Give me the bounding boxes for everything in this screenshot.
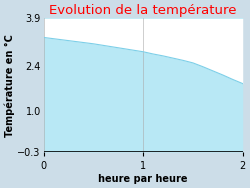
Y-axis label: Température en °C: Température en °C [4, 34, 15, 137]
X-axis label: heure par heure: heure par heure [98, 174, 188, 184]
Title: Evolution de la température: Evolution de la température [50, 4, 237, 17]
